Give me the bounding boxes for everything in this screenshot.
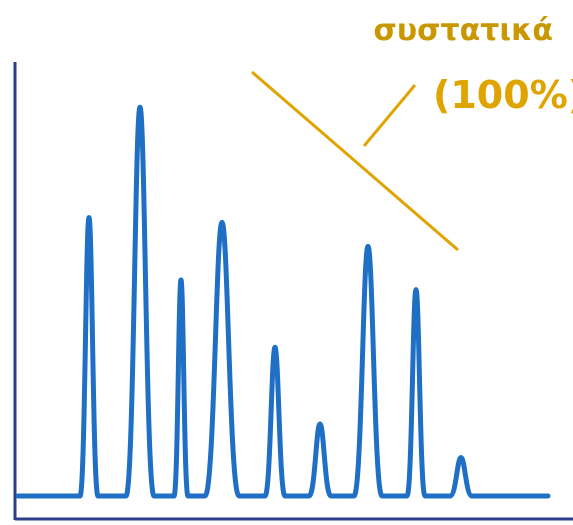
chromatogram-trace xyxy=(15,104,551,499)
annotation-connector-line xyxy=(362,84,417,147)
annotation-components-label: συστατικά xyxy=(373,13,553,48)
annotation-leader-line xyxy=(251,70,459,252)
annotation-percent-label: (100%) xyxy=(433,73,573,117)
